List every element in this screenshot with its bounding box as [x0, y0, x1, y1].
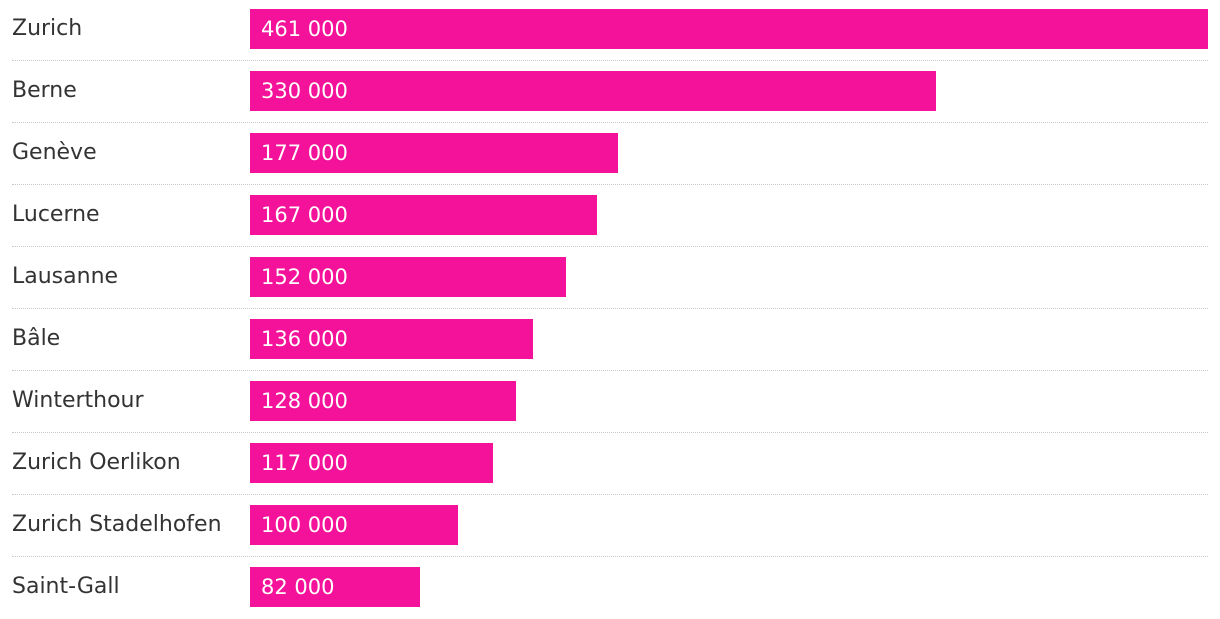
category-label: Winterthour [12, 388, 144, 413]
category-label: Bâle [12, 326, 61, 351]
chart-row: Zurich Oerlikon 117 000 [0, 433, 1208, 495]
category-label: Lausanne [12, 264, 119, 289]
chart-row: Zurich Stadelhofen 100 000 [0, 495, 1208, 557]
chart-row: Zurich 461 000 [0, 0, 1208, 61]
bar [250, 9, 1208, 49]
category-label: Lucerne [12, 202, 100, 227]
row-divider [12, 432, 1208, 433]
chart-row: Lausanne 152 000 [0, 247, 1208, 309]
bar-value-label: 461 000 [261, 17, 348, 41]
category-label: Zurich Oerlikon [12, 450, 181, 475]
row-divider [12, 370, 1208, 371]
bar-value-label: 128 000 [261, 389, 348, 413]
bar [250, 71, 936, 111]
chart-row: Genève 177 000 [0, 123, 1208, 185]
row-divider [12, 246, 1208, 247]
chart-row: Lucerne 167 000 [0, 185, 1208, 247]
bar [250, 567, 420, 607]
bar-value-label: 136 000 [261, 327, 348, 351]
row-divider [12, 184, 1208, 185]
bar [250, 319, 533, 359]
category-label: Saint-Gall [12, 574, 120, 599]
row-divider [12, 556, 1208, 557]
bar-value-label: 177 000 [261, 141, 348, 165]
bar [250, 381, 516, 421]
bar-value-label: 152 000 [261, 265, 348, 289]
bar-value-label: 100 000 [261, 513, 348, 537]
chart-row: Winterthour 128 000 [0, 371, 1208, 433]
chart-row: Saint-Gall 82 000 [0, 557, 1208, 619]
bar-value-label: 330 000 [261, 79, 348, 103]
bar [250, 133, 618, 173]
bar-value-label: 82 000 [261, 575, 335, 599]
category-label: Zurich [12, 16, 83, 41]
chart-row: Bâle 136 000 [0, 309, 1208, 371]
bar [250, 443, 493, 483]
bar-value-label: 167 000 [261, 203, 348, 227]
row-divider [12, 122, 1208, 123]
bar-value-label: 117 000 [261, 451, 348, 475]
category-label: Berne [12, 78, 77, 103]
category-label: Genève [12, 140, 97, 165]
category-label: Zurich Stadelhofen [12, 512, 222, 537]
chart-row: Berne 330 000 [0, 61, 1208, 123]
row-divider [12, 60, 1208, 61]
bar [250, 505, 458, 545]
bar [250, 195, 597, 235]
bar [250, 257, 566, 297]
row-divider [12, 494, 1208, 495]
row-divider [12, 308, 1208, 309]
